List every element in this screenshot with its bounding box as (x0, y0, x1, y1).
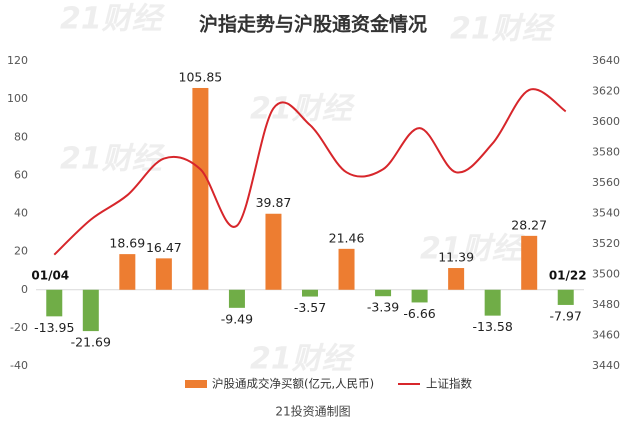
data-label: -7.97 (550, 308, 582, 323)
y-tick-label: 40 (14, 207, 28, 220)
data-label: -9.49 (221, 311, 253, 326)
y2-tick-label: 3640 (592, 54, 620, 67)
data-label: 11.39 (438, 250, 474, 265)
data-label: -21.69 (71, 335, 111, 350)
data-label: -3.57 (294, 300, 326, 315)
bar (82, 289, 99, 332)
y-tick-label: 60 (14, 168, 28, 181)
data-label: -13.58 (473, 319, 513, 334)
y2-tick-label: 3620 (592, 85, 620, 98)
chart-title: 沪指走势与沪股通资金情况 (199, 13, 427, 36)
x-tick-label: 01/22 (549, 268, 587, 282)
bar (192, 87, 209, 290)
data-label: -3.39 (367, 300, 399, 315)
y-tick-label: -20 (10, 321, 28, 334)
y2-tick-label: 3520 (592, 237, 620, 250)
data-label: 39.87 (256, 195, 292, 210)
bar (46, 289, 63, 317)
y-tick-label: 80 (14, 130, 28, 143)
watermark: 21财经 (420, 232, 526, 267)
data-label: 21.46 (329, 230, 365, 245)
watermark: 21财经 (250, 92, 356, 127)
bar (484, 289, 501, 316)
watermark: 21财经 (450, 12, 556, 47)
y-tick-label: 100 (7, 92, 28, 105)
y2-tick-label: 3560 (592, 176, 620, 189)
bar (228, 289, 245, 308)
bar (375, 289, 392, 297)
data-label: -6.66 (403, 306, 435, 321)
bar (411, 289, 428, 303)
legend-swatch (185, 380, 207, 388)
bar (302, 289, 318, 297)
bar (265, 213, 282, 290)
y-tick-label: 120 (7, 54, 28, 67)
y2-tick-label: 3540 (592, 207, 620, 220)
data-label: -13.95 (34, 320, 74, 335)
x-tick-label: 01/04 (31, 268, 69, 282)
data-label: 28.27 (511, 217, 547, 232)
bar (119, 254, 136, 290)
data-label: 16.47 (146, 240, 182, 255)
bar (557, 289, 574, 305)
bar (155, 258, 172, 290)
y-tick-label: -40 (10, 359, 28, 372)
bar (338, 248, 355, 290)
data-label: 105.85 (179, 69, 223, 84)
y2-tick-label: 3500 (592, 268, 620, 281)
y2-tick-label: 3480 (592, 298, 620, 311)
y2-tick-label: 3460 (592, 329, 620, 342)
watermark: 21财经 (60, 2, 166, 37)
y2-tick-label: 3600 (592, 115, 620, 128)
y-tick-label: 20 (14, 245, 28, 258)
source: 21投资通制图 (275, 404, 350, 419)
bar (448, 268, 465, 290)
watermark: 21财经 (250, 342, 356, 377)
y2-tick-label: 3580 (592, 146, 620, 159)
y-tick-label: 0 (21, 283, 28, 296)
bar (521, 235, 538, 290)
data-label: 18.69 (109, 236, 145, 251)
legend-label: 上证指数 (426, 377, 472, 391)
line (53, 88, 567, 256)
y2-tick-label: 3440 (592, 359, 620, 372)
legend-label: 沪股通成交净买额(亿元,人民币) (212, 377, 374, 391)
